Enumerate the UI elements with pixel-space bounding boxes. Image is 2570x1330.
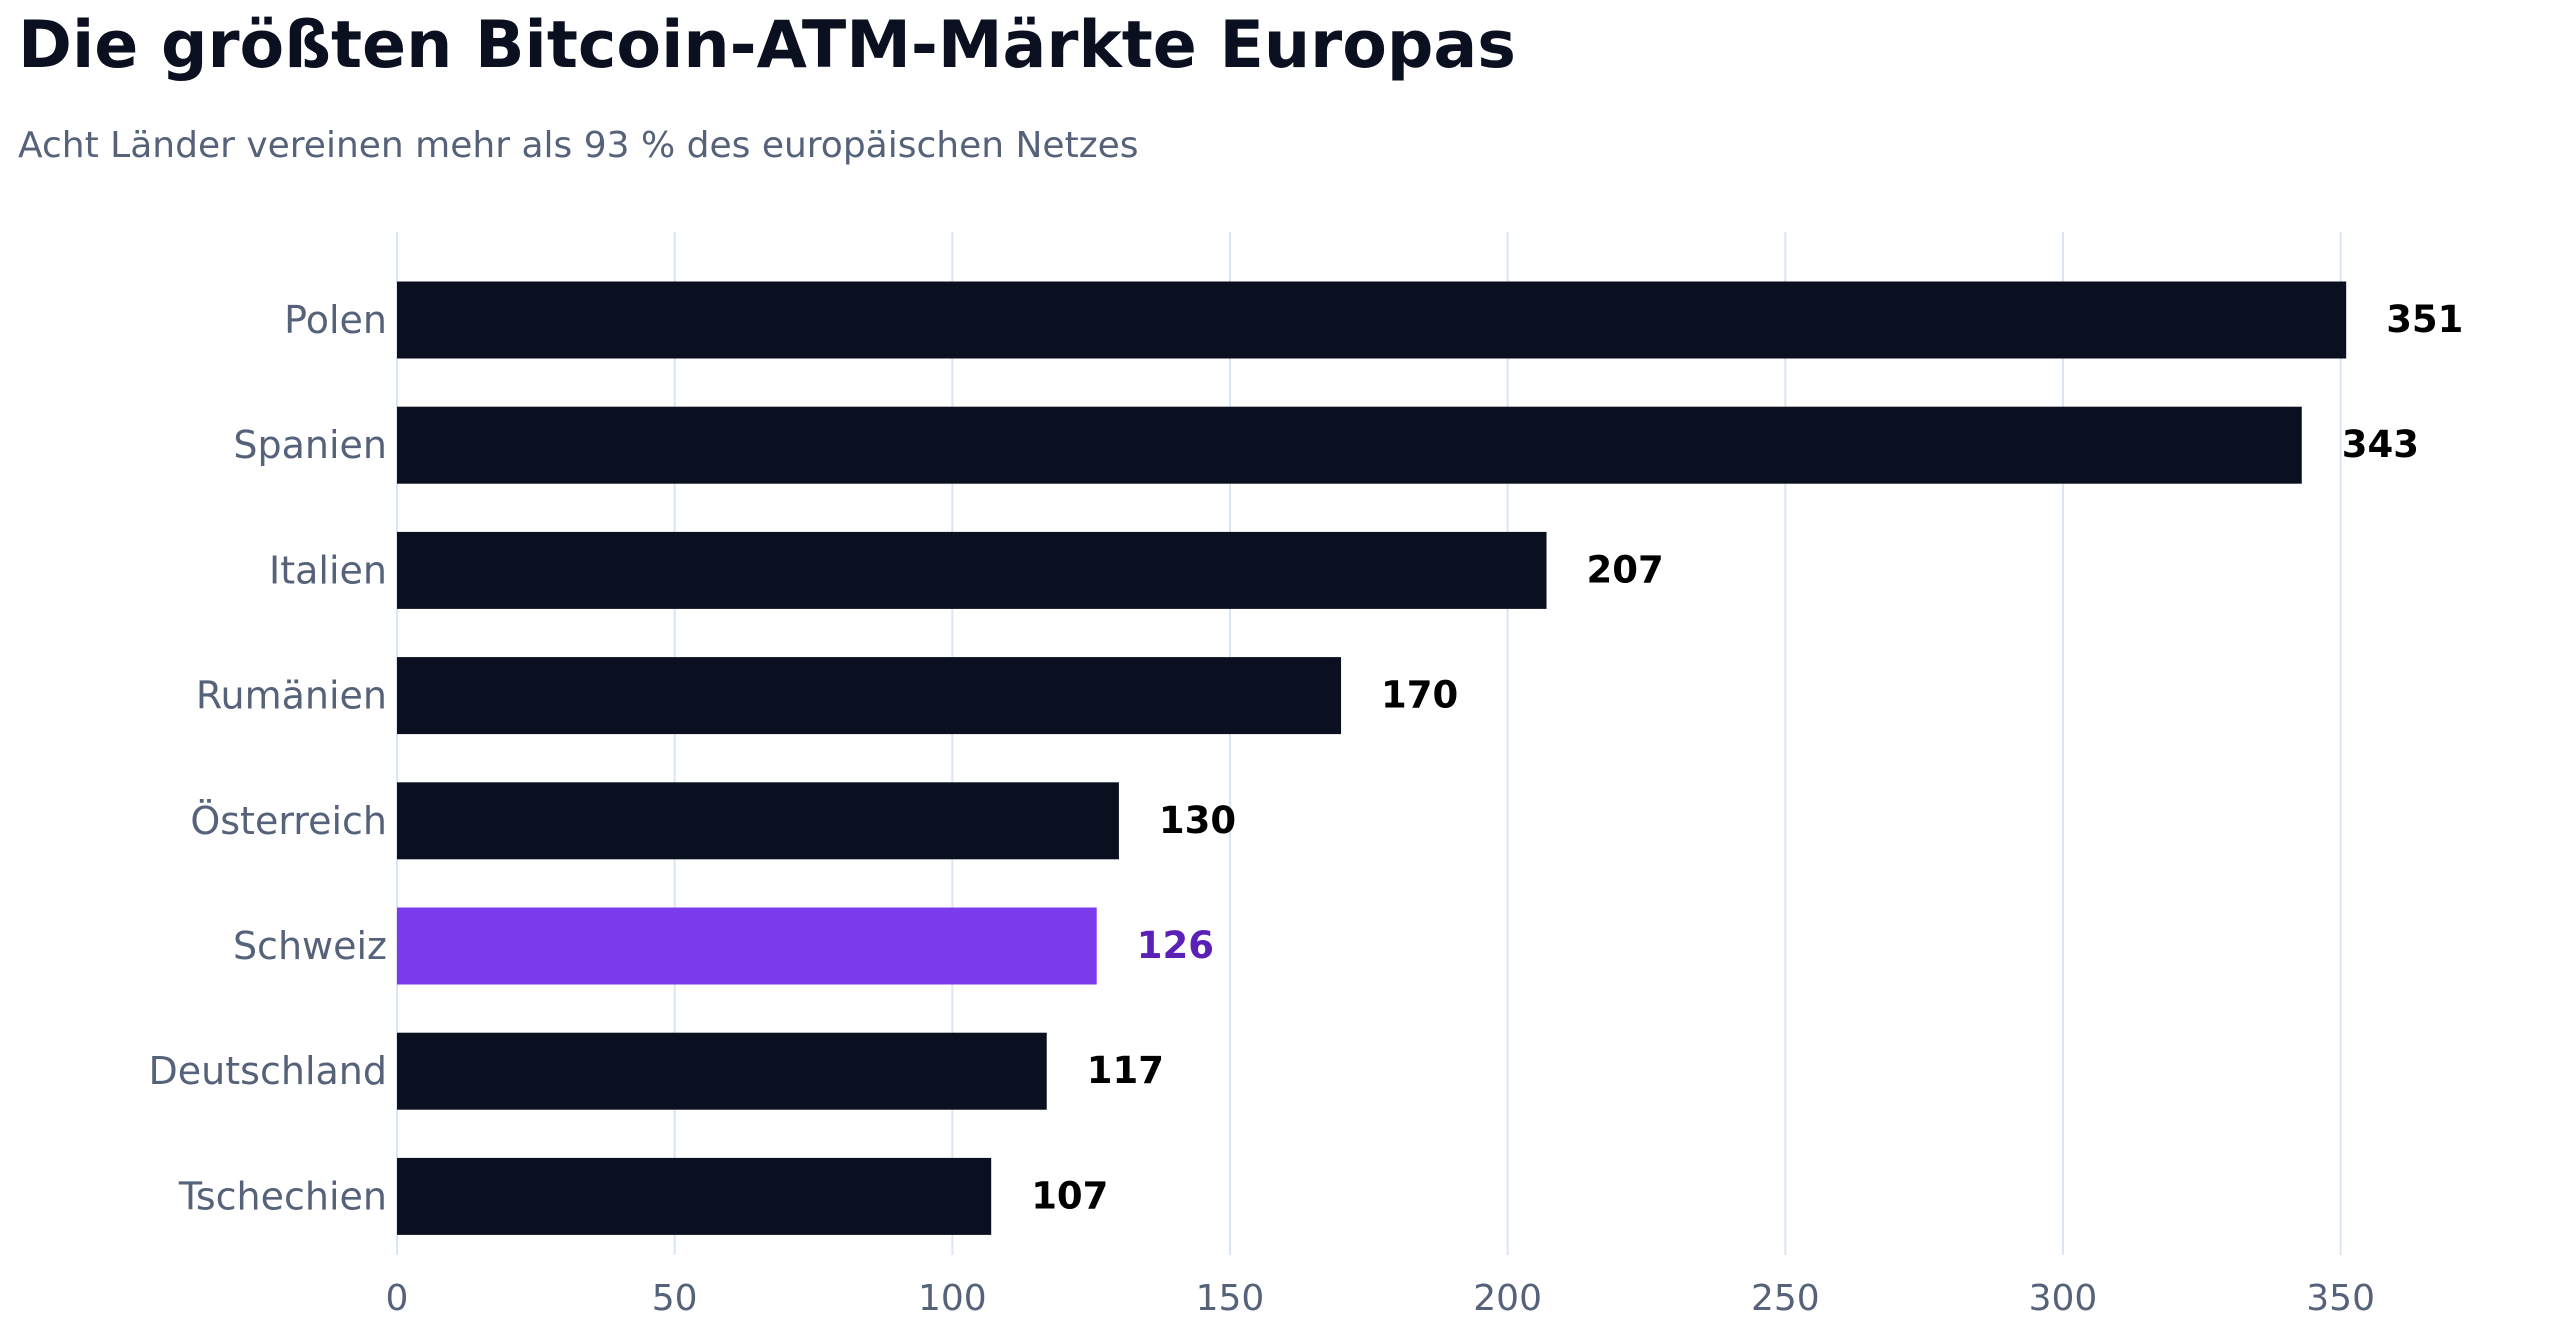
x-tick-label: 250 [1751,1278,1820,1319]
bar-0 [397,281,2347,359]
bar-1 [397,406,2302,484]
value-label: 126 [1137,924,1214,967]
category-label: Tschechien [178,1174,387,1218]
bar-7 [397,1157,992,1235]
category-label: Deutschland [149,1049,387,1093]
gridlines [396,232,2342,1255]
chart-title: Die größten Bitcoin-ATM-Märkte Europas [18,8,1516,83]
category-label: Österreich [190,799,387,843]
category-label: Polen [284,298,387,342]
value-label: 351 [2386,298,2463,341]
bars [397,281,2347,1235]
x-tick-label: 100 [918,1278,987,1319]
bar-6 [397,1032,1047,1110]
value-label: 117 [1087,1049,1164,1092]
x-tick-label: 150 [1196,1278,1265,1319]
category-label: Rumänien [196,674,387,718]
value-label: 107 [1031,1174,1108,1217]
value-label: 170 [1381,674,1458,717]
x-axis-ticks: 0 50 100 150 200 250 300 350 [386,1278,2375,1319]
bar-3 [397,657,1342,735]
category-label: Spanien [233,423,387,467]
x-tick-label: 50 [652,1278,698,1319]
x-tick-label: 0 [386,1278,409,1319]
chart-subtitle: Acht Länder vereinen mehr als 93 % des e… [18,125,1139,166]
x-tick-label: 350 [2306,1278,2375,1319]
x-tick-label: 200 [1473,1278,1542,1319]
category-label: Italien [269,548,387,592]
category-labels: Polen Spanien Italien Rumänien Österreich Sch… [149,298,387,1218]
value-labels: 351 343 207 170 130 126 117 107 [1031,298,2463,1217]
bar-2 [397,531,1547,609]
value-label: 343 [2342,423,2419,466]
bar-4 [397,782,1119,860]
bar-5 [397,907,1097,985]
x-tick-label: 300 [2029,1278,2098,1319]
value-label: 130 [1159,799,1236,842]
value-label: 207 [1587,548,1664,591]
category-label: Schweiz [233,924,387,968]
